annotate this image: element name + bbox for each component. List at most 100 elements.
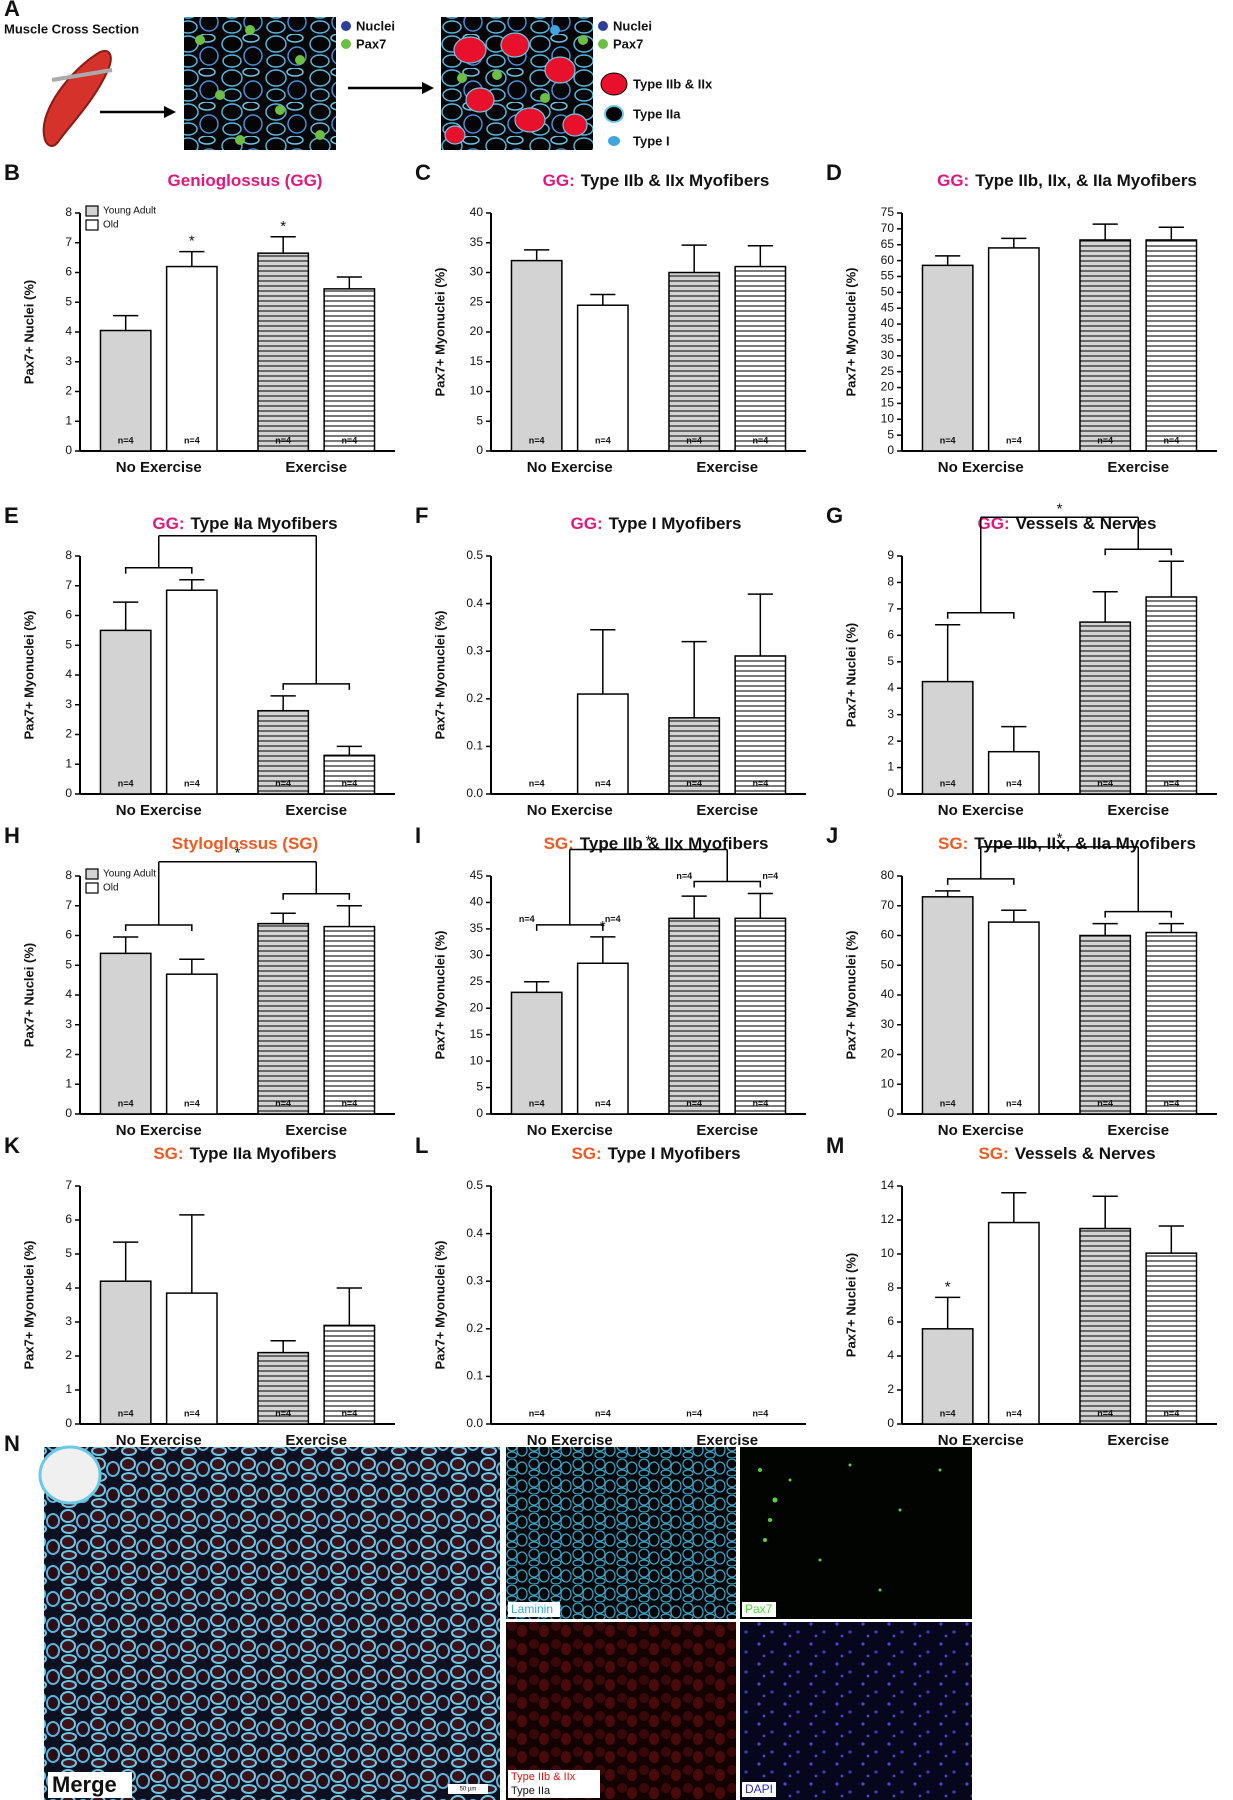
bar	[1079, 621, 1132, 795]
significance-star: *	[1057, 500, 1063, 517]
y-tick-label: 1	[887, 760, 894, 774]
bracket-n-label: n=4	[519, 914, 535, 924]
y-tick-label: 6	[887, 628, 894, 642]
bar	[165, 265, 218, 452]
y-tick-label: 50	[881, 285, 895, 299]
n-label: n=4	[184, 1408, 200, 1418]
y-axis-label: Pax7+ Nuclei (%)	[21, 943, 36, 1047]
chart-title: SG: Vessels & Nerves	[978, 1144, 1155, 1163]
n-label: n=4	[118, 435, 134, 445]
y-tick-label: 0	[65, 786, 72, 800]
y-tick-label: 0	[476, 443, 483, 457]
legend-label: Type IIa	[633, 106, 681, 121]
y-tick-label: 1	[65, 1076, 72, 1090]
label-bg	[742, 1602, 776, 1617]
n-label: n=4	[595, 1408, 611, 1418]
y-tick-label: 40	[470, 895, 484, 909]
cut-line	[51, 68, 113, 82]
n-label: n=4	[940, 778, 956, 788]
image-label: Type IIa	[511, 1785, 551, 1797]
panel-label: H	[4, 823, 20, 848]
n-label: n=4	[529, 1098, 545, 1108]
y-tick-label: 6	[65, 1212, 72, 1226]
title-text: Type IIb & IIx Myofibers	[581, 171, 770, 190]
bar	[257, 709, 310, 795]
significance-star: *	[235, 519, 241, 536]
y-tick-label: 40	[470, 205, 484, 219]
y-tick-label: 0.2	[466, 1321, 483, 1335]
bar	[987, 750, 1040, 795]
title-text: Type I Myofibers	[608, 1144, 741, 1163]
n-label: n=4	[686, 1098, 702, 1108]
y-tick-label: 7	[65, 235, 72, 249]
x-tick-label: Exercise	[1107, 1122, 1169, 1139]
n-label: n=4	[686, 778, 702, 788]
panel-label: J	[826, 823, 838, 848]
bracket-arm	[1104, 846, 1173, 918]
title-text: Type IIa Myofibers	[191, 514, 338, 533]
y-tick-label: 0	[887, 443, 894, 457]
y-tick-label: 12	[881, 1212, 895, 1226]
title-prefix: GG:	[571, 514, 603, 533]
title-prefix: GG:	[978, 514, 1010, 533]
image-label: Pax7	[745, 1602, 773, 1616]
y-tick-label: 0.4	[466, 1226, 483, 1240]
n-label: n=4	[940, 1408, 956, 1418]
bar	[921, 680, 974, 795]
bracket-n-label: n=4	[676, 871, 692, 881]
merge-image	[44, 1447, 500, 1800]
n-label: n=4	[118, 778, 134, 788]
legend-dot	[598, 21, 608, 31]
label-bg	[508, 1602, 560, 1617]
y-tick-label: 0	[887, 1106, 894, 1120]
bar	[257, 252, 310, 452]
y-tick-label: 3	[65, 697, 72, 711]
muscle-label: Muscle Cross Section	[4, 21, 139, 36]
bar	[987, 921, 1040, 1115]
y-tick-label: 7	[65, 898, 72, 912]
n-label: n=4	[184, 1098, 200, 1108]
significance-bracket	[124, 535, 351, 690]
y-tick-label: 2	[887, 733, 894, 747]
chart-title: SG: Type IIb & IIx Myofibers	[544, 834, 769, 853]
bar	[1145, 931, 1198, 1115]
n-label: n=4	[752, 778, 768, 788]
legend-dot	[598, 39, 608, 49]
arrow-head	[422, 82, 434, 94]
y-tick-label: 8	[887, 575, 894, 589]
y-tick-label: 14	[881, 1178, 895, 1192]
title-prefix: SG:	[978, 1144, 1008, 1163]
title-text: Genioglossus (GG)	[168, 171, 323, 190]
title-prefix: SG:	[571, 1144, 601, 1163]
y-tick-label: 10	[881, 1246, 895, 1260]
n-label: n=4	[595, 1098, 611, 1108]
pax7-image	[740, 1447, 972, 1619]
bar	[1079, 934, 1132, 1115]
y-tick-label: 10	[881, 411, 895, 425]
title-text: Type IIa Myofibers	[190, 1144, 337, 1163]
y-tick-label: 0	[65, 1416, 72, 1430]
legend-swatch	[604, 105, 624, 123]
y-axis-label: Pax7+ Myonuclei (%)	[21, 1241, 36, 1370]
chart-title: GG: Type I Myofibers	[571, 514, 742, 533]
y-tick-label: 70	[881, 221, 895, 235]
y-tick-label: 0.0	[466, 786, 483, 800]
y-tick-label: 65	[881, 237, 895, 251]
y-tick-label: 0.2	[466, 691, 483, 705]
y-tick-label: 9	[887, 548, 894, 562]
n-label: n=4	[940, 1098, 956, 1108]
y-tick-label: 25	[881, 364, 895, 378]
y-tick-label: 8	[65, 868, 72, 882]
y-tick-label: 70	[881, 898, 895, 912]
y-tick-label: 35	[881, 332, 895, 346]
n-label: n=4	[529, 778, 545, 788]
legend-label: Nuclei	[356, 18, 395, 33]
bracket-arm	[282, 535, 351, 690]
y-tick-label: 0	[65, 443, 72, 457]
y-tick-label: 40	[881, 987, 895, 1001]
y-tick-label: 0.1	[466, 739, 483, 753]
panel-label: E	[4, 503, 19, 528]
chart-title: GG: Type IIa Myofibers	[152, 514, 337, 533]
panel-label: N	[4, 1431, 20, 1456]
